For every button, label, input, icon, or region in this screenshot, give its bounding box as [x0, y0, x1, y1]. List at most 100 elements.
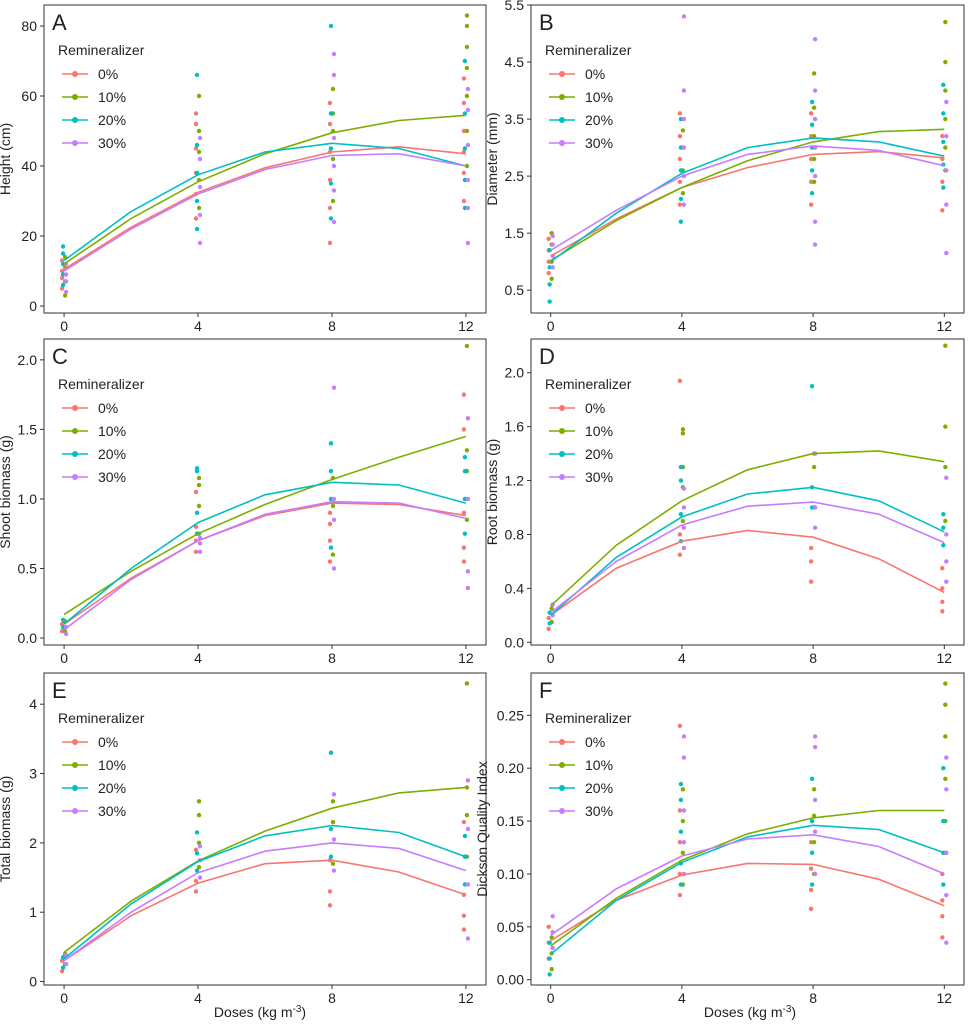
panel-e-point	[328, 854, 334, 859]
panel-b-point	[809, 168, 815, 173]
panel-e-y-axis-title: Total biomass (g)	[0, 776, 13, 883]
panel-a-y-axis-title: Height (cm)	[0, 123, 13, 195]
panel-d-point	[941, 543, 946, 548]
panel-a-point	[331, 135, 337, 141]
panel-a-point	[197, 184, 203, 190]
panel-d-point	[678, 478, 684, 483]
panel-b-curve-0pct	[550, 150, 945, 257]
panel-d-point	[944, 532, 949, 537]
panel-e-point	[196, 799, 202, 804]
panel-a-point	[193, 111, 199, 116]
panel-c-point	[193, 489, 199, 495]
panel-b-point	[941, 82, 946, 88]
panel-a-point	[196, 205, 202, 211]
panel-a-point	[194, 226, 200, 232]
panel-b-point	[677, 111, 683, 116]
panel-b-legend-key-point	[559, 71, 565, 77]
panel-a-point	[327, 177, 333, 183]
panel-c-curve-30pct	[63, 500, 467, 631]
panel-f-legend-label: 0%	[585, 734, 605, 750]
panel-f-point	[940, 898, 945, 903]
panel-d-legend-key-point	[559, 405, 565, 411]
panel-e-point	[330, 799, 336, 804]
panel-e-point	[464, 681, 470, 686]
panel-f-point	[550, 945, 555, 951]
panel-b-x-tick-label: 12	[937, 318, 953, 334]
panel-d-point	[681, 525, 687, 530]
panel-d-point	[940, 599, 945, 605]
panel-e-point	[60, 965, 66, 970]
panel-e-legend-label: 10%	[98, 757, 126, 773]
x-axis-title-right: Doses (kg m-3)	[704, 1004, 796, 1020]
panel-e-curve-30pct	[63, 842, 467, 962]
panel-a-point	[197, 212, 203, 218]
panel-a-point	[60, 282, 66, 288]
panel-d-point	[546, 626, 551, 632]
panel-f-point	[680, 787, 686, 792]
panel-b-point	[811, 179, 817, 185]
panel-c-point	[330, 552, 336, 557]
panel-a-y-tick-label: 40	[21, 158, 37, 174]
panel-d-point	[681, 545, 687, 551]
panel-b-point	[549, 276, 554, 281]
panel-b-legend-key-point	[559, 140, 565, 146]
panel-c-point	[63, 631, 69, 637]
panel-c-letter: C	[52, 344, 68, 369]
panel-e-point	[330, 861, 336, 866]
panel-e-x-tick-label: 0	[60, 990, 68, 1006]
panel-d-legend-label: 20%	[585, 446, 613, 462]
panel-a-point	[465, 142, 471, 148]
panel-b-point	[940, 133, 945, 139]
panel-f-point	[678, 882, 684, 887]
panel-e-legend-key-point	[72, 762, 78, 768]
panel-f-y-tick-label: 0.25	[497, 707, 524, 723]
panel-f-point	[943, 702, 948, 707]
panel-a-point	[197, 135, 203, 141]
panel-a-point	[331, 188, 337, 193]
panel-f-point	[812, 734, 818, 739]
panel-d-point	[549, 606, 554, 611]
panel-b-point	[943, 88, 948, 93]
panel-c-x-tick-label: 0	[60, 650, 68, 666]
panel-e-point	[462, 833, 468, 839]
panel-f-point	[808, 887, 814, 893]
panel-b-curve-20pct	[550, 137, 945, 263]
panel-d-point	[812, 505, 818, 510]
panel-d-y-tick-label: 0.0	[505, 634, 525, 650]
panel-b-point	[547, 299, 552, 304]
panel-c-point	[327, 559, 333, 564]
panel-d-point	[681, 486, 687, 491]
panel-d-point	[677, 532, 683, 537]
panel-a-point	[327, 100, 333, 106]
panel-f: 0 4 8 12 0.00 0.05 0.10 0.15 0.20 0.25 Dickson Qua…	[474, 672, 965, 1006]
panel-b-legend-label: 10%	[585, 89, 613, 105]
panel-e-y-tick-label: 4	[29, 696, 37, 712]
panel-b-legend-key-point	[559, 94, 565, 100]
panel-c-x-tick-label: 8	[328, 650, 336, 666]
panel-f-point	[812, 871, 818, 877]
panel-e-y-tick-label: 2	[29, 835, 37, 851]
panel-b-legend-title: Remineralizer	[545, 42, 632, 58]
panel-b-point	[809, 122, 815, 127]
panel-e-point	[331, 792, 337, 797]
panel-b-point	[677, 133, 683, 139]
panel-b-point	[678, 219, 684, 224]
panel-a-point	[59, 268, 65, 274]
panel-c-point	[461, 545, 467, 550]
panel-d-point	[680, 518, 686, 524]
panel-f-x-tick-label: 12	[937, 990, 953, 1006]
panel-d-frame	[530, 338, 965, 646]
panel-a-x-tick-label: 8	[328, 318, 336, 334]
panel-f-curve-30pct	[550, 833, 945, 936]
panel-f-point	[677, 840, 683, 845]
panel-f-curve-0pct	[550, 862, 945, 942]
panel-f-y-tick-label: 0.00	[497, 972, 524, 988]
panel-e-point	[461, 819, 467, 825]
panel-f-point	[812, 744, 818, 750]
panel-d-point	[680, 431, 686, 436]
panel-d-point	[809, 383, 815, 389]
panel-d-point	[808, 545, 814, 551]
panel-d-x-tick-label: 12	[937, 650, 953, 666]
panel-a-point	[196, 93, 202, 99]
panel-a-point	[194, 72, 200, 78]
